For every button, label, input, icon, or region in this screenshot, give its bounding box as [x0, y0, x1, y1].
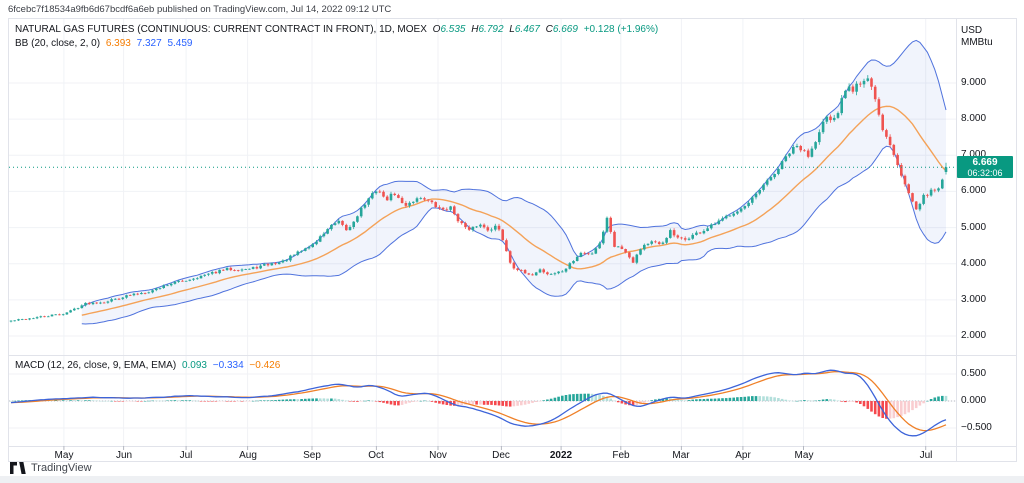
- chart-frame: NATURAL GAS FUTURES (CONTINUOUS: CURRENT…: [8, 18, 1017, 462]
- price-axis-label: 3.000: [961, 294, 987, 305]
- price-axis-label: 8.000: [961, 113, 987, 124]
- price-axis-unit: USD MMBtu: [961, 25, 993, 49]
- bar-countdown: 06:32:06: [967, 168, 1003, 178]
- price-axis-label: 2.000: [961, 330, 987, 341]
- time-axis-label: Feb: [612, 450, 630, 461]
- price-axis-label: 4.000: [961, 258, 987, 269]
- last-price-value: 6.669: [972, 157, 998, 168]
- time-axis-label: Apr: [735, 450, 751, 461]
- time-axis-label: Oct: [368, 450, 384, 461]
- publish-info-line: 6fcebc7f18534a9fb6d67bcdf6a6eb published…: [8, 4, 392, 15]
- time-axis-label: Jul: [179, 450, 193, 461]
- price-chart-canvas[interactable]: [9, 19, 1016, 461]
- last-price-badge[interactable]: 6.669 06:32:06: [957, 156, 1013, 178]
- macd-axis-label: 0.000: [961, 395, 987, 406]
- price-axis-label: 5.000: [961, 222, 987, 233]
- time-axis-label: Mar: [672, 450, 690, 461]
- price-axis-label: 6.000: [961, 185, 987, 196]
- unit-currency: USD: [961, 25, 983, 36]
- bottom-strip: [0, 476, 1024, 483]
- price-axis-label: 9.000: [961, 77, 987, 88]
- price-axis-label: 7.000: [961, 149, 987, 160]
- time-axis-label: May: [54, 450, 74, 461]
- macd-axis-label: −0.500: [961, 422, 992, 433]
- time-axis-label: 2022: [549, 450, 573, 461]
- tradingview-logo-icon[interactable]: [10, 462, 26, 474]
- time-axis-label: Jun: [115, 450, 133, 461]
- time-axis-label: Jul: [919, 450, 933, 461]
- tradingview-brand-text[interactable]: TradingView: [31, 462, 92, 474]
- unit-measure: MMBtu: [961, 37, 993, 48]
- time-axis-label: Dec: [492, 450, 510, 461]
- time-axis-label: May: [794, 450, 814, 461]
- time-axis-label: Aug: [239, 450, 257, 461]
- time-axis-label: Nov: [429, 450, 447, 461]
- time-axis-label: Sep: [303, 450, 321, 461]
- macd-axis-label: 0.500: [961, 368, 987, 379]
- footer-brand-row: TradingView: [10, 461, 92, 475]
